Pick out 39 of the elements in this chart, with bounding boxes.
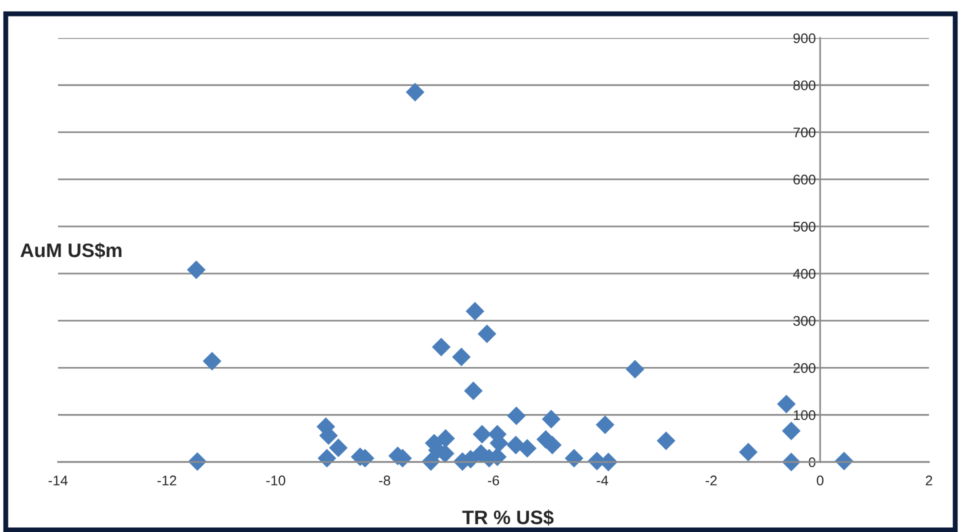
point bbox=[507, 406, 526, 426]
y-tick-label: 700 bbox=[794, 128, 816, 138]
point bbox=[782, 422, 801, 440]
point bbox=[518, 439, 537, 458]
point bbox=[478, 324, 496, 344]
x-tick-label: -6 bbox=[488, 476, 500, 486]
point bbox=[626, 360, 644, 379]
point bbox=[452, 348, 471, 366]
point bbox=[329, 438, 348, 458]
y-tick-label: 800 bbox=[793, 80, 816, 90]
y-tick-label: 400 bbox=[793, 268, 816, 279]
point bbox=[432, 338, 451, 356]
point bbox=[406, 82, 424, 102]
x-axis-title: TR % US$ bbox=[462, 510, 554, 526]
point bbox=[202, 352, 222, 370]
x-tick-label: -2 bbox=[706, 476, 717, 486]
point bbox=[436, 429, 455, 448]
y-tick-label: 300 bbox=[793, 316, 816, 326]
point bbox=[464, 382, 483, 400]
point bbox=[186, 260, 206, 280]
y-axis-title: AuM US$m bbox=[20, 242, 122, 258]
x-tick-label: -10 bbox=[266, 476, 286, 486]
y-tick-label: 100 bbox=[794, 410, 816, 420]
x-tick-label: -14 bbox=[48, 476, 68, 486]
point bbox=[596, 415, 614, 434]
point bbox=[472, 424, 492, 444]
y-tick-label: 600 bbox=[793, 174, 816, 185]
x-tick-label: 2 bbox=[926, 476, 932, 486]
y-tick-label: 900 bbox=[793, 33, 816, 44]
y-tick-label: 200 bbox=[793, 363, 816, 373]
y-tick-label: 500 bbox=[793, 222, 816, 232]
x-tick-label: 0 bbox=[816, 476, 824, 486]
x-tick-label: -8 bbox=[379, 476, 390, 486]
point bbox=[466, 302, 484, 321]
point bbox=[656, 431, 676, 450]
point bbox=[738, 442, 758, 462]
x-tick-label: -12 bbox=[157, 476, 176, 486]
point bbox=[542, 410, 561, 428]
x-tick-label: -4 bbox=[596, 476, 608, 486]
